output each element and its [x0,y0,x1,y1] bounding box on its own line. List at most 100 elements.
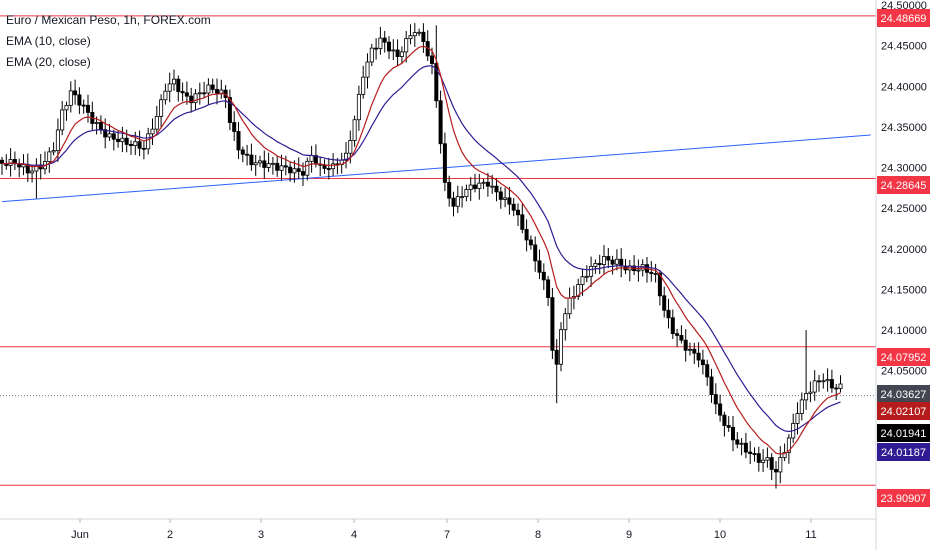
candle-body [490,185,495,188]
candle-body [176,78,181,92]
time-tick-label: 8 [535,529,541,541]
candle-body [666,309,671,319]
candle-body [288,166,293,174]
time-tick-label: 4 [351,529,357,541]
candle-body [141,147,146,150]
candle-body [348,140,353,154]
horizontal-levels[interactable] [0,15,876,486]
candle-body [576,284,581,297]
candle-body [739,442,744,445]
candle-body [662,295,667,311]
price-badge-label: 24.28645 [881,180,927,192]
candle-body [249,154,254,166]
candle-body [528,239,533,246]
candle-body [227,97,232,123]
candle-body [257,160,262,164]
candle-body [485,181,490,187]
candle-body [774,469,779,473]
price-tick-label: 24.15000 [881,284,927,296]
candle-body [464,189,469,198]
candle-body [429,55,434,64]
price-badge-label: 24.01941 [881,428,927,440]
candle-body [146,133,151,150]
candle-body [563,313,568,331]
candle-body [812,380,817,393]
time-tick-label: 7 [444,529,450,541]
candle-body [262,160,267,168]
candle-body [309,155,314,162]
candle-body [683,339,688,351]
candle-body [507,197,512,205]
ema-10-label: EMA (10, close) [6,34,91,48]
candle-body [460,196,465,199]
candle-body [417,31,422,34]
candle-body [64,104,69,111]
candle-body [786,437,791,453]
candle-body [184,92,189,97]
price-badge-label: 24.07952 [881,352,927,364]
candle-body [636,269,641,272]
candle-body [520,214,525,230]
candle-body [533,244,538,262]
time-axis[interactable]: Jun 2 3 4 7 8 9 10 11 [71,519,817,541]
candle-body [236,131,241,151]
candle-body [524,229,529,241]
candle-body [559,329,564,365]
candle-body [279,165,284,171]
candle-body [0,159,4,164]
price-badge [877,489,930,507]
price-tick-label: 24.05000 [881,366,927,378]
candle-body [171,78,176,85]
candle-body [614,258,619,265]
candle-body [434,63,439,102]
candle-body [447,181,452,199]
candle-body [804,393,809,401]
candle-body [128,144,133,147]
candle-body [47,151,52,162]
candle-body [602,256,607,265]
price-badge [877,385,930,403]
price-badge [877,176,930,194]
candle-body [111,133,116,140]
candle-body [817,380,822,383]
candle-body [378,37,383,49]
candle-body [292,168,297,174]
candle-body [167,83,172,92]
candle-body [778,457,783,473]
candle-body [219,89,224,94]
candle-body [103,129,108,138]
price-badge [877,9,930,27]
candle-body [399,51,404,57]
time-tick-label: 3 [258,529,264,541]
candle-body [589,265,594,277]
time-tick-label: 10 [714,529,726,541]
candle-body [408,35,413,40]
candle-body [442,143,447,183]
candle-body [606,256,611,261]
candle-body [765,457,770,461]
price-badge [877,424,930,442]
candle-body [769,457,774,470]
candle-body [369,47,374,63]
price-badges: 24.48669 24.28645 24.07952 24.03627 24.02107… [877,9,930,507]
candle-body [133,141,138,147]
candle-body [245,153,250,156]
candle-body [756,453,761,463]
candle-body [761,459,766,463]
candle-body [709,376,714,396]
candle-body [296,168,301,172]
candle-body [86,104,91,113]
candle-body [477,182,482,189]
candle-body [675,333,680,336]
price-badge-label: 24.48669 [881,13,927,25]
candle-body [193,93,198,104]
candle-body [137,141,142,149]
trendline[interactable] [1,134,871,203]
candle-body [331,163,336,170]
price-tick-label: 24.45000 [881,41,927,53]
candle-body [77,94,82,106]
candle-body [421,31,426,42]
time-tick-label: 2 [167,529,173,541]
candle-body [305,160,310,176]
